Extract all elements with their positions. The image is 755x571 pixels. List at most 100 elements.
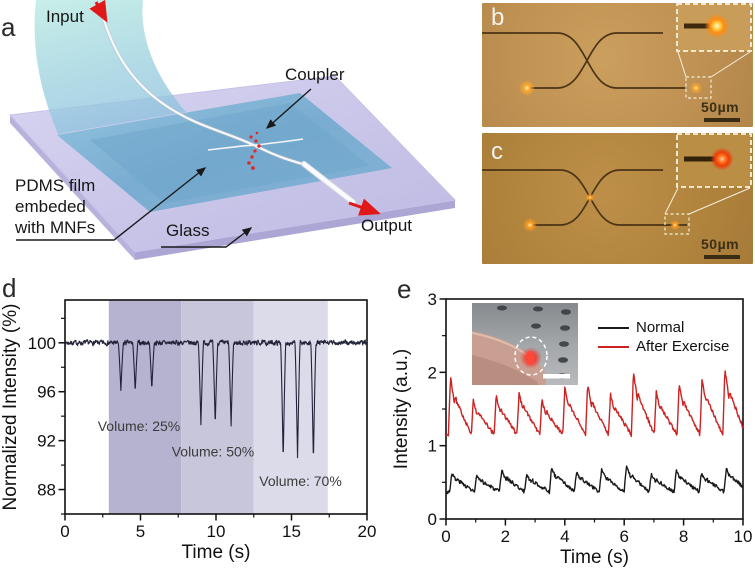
x-tick-label: 10	[207, 522, 226, 541]
pulse-trace-after-exercise	[445, 370, 744, 438]
panel-b-letter: b	[491, 4, 505, 31]
x-tick-label: 8	[679, 527, 688, 546]
fiber-curve-2	[527, 32, 663, 89]
fiber-tip-glow	[704, 13, 730, 39]
glass-label: Glass	[166, 221, 210, 240]
coupling-point-glow	[585, 193, 595, 202]
zoom-connector-left	[664, 187, 679, 215]
y-tick-label: 3	[428, 290, 437, 309]
x-tick-label: 6	[619, 527, 628, 546]
inset-scale-bar	[543, 374, 570, 379]
scale-bar-c	[704, 255, 740, 259]
finger-lower	[472, 355, 539, 385]
pdms-label-line3: with MNFs	[15, 218, 96, 237]
y-axis-label: Normalized Intensity (%)	[0, 304, 21, 511]
legend-entry-after-exercise: After Exercise	[598, 338, 729, 355]
pdms-label-line1: PDMS film	[15, 176, 96, 195]
fiber-glow-left	[523, 218, 537, 232]
y-tick-label: 92	[37, 432, 56, 451]
x-axis-label: Time (s)	[560, 547, 629, 568]
fiber-glow-right	[670, 220, 680, 230]
panel-d: 0 5 10 15 20 88 92 96 100 Time (s) Normalized Inte…	[0, 270, 390, 571]
x-tick-label: 10	[734, 527, 753, 546]
y-tick-label: 88	[37, 481, 56, 500]
legend-entry-normal: Normal	[598, 319, 684, 336]
fiber-glow-left	[519, 80, 535, 96]
pulse-trace-normal	[445, 465, 744, 495]
film-curl	[34, 0, 187, 134]
pdms-label-line2: embeded	[15, 197, 86, 216]
volume-annotation: Volume: 50%	[172, 444, 255, 460]
fiber-curve-1	[482, 32, 685, 89]
sensor-red-core	[525, 351, 535, 365]
volume-annotation: Volume: 70%	[259, 473, 342, 489]
x-tick-label: 4	[560, 527, 569, 546]
panel-a-letter: a	[1, 12, 16, 42]
x-tick-label: 5	[136, 522, 145, 541]
zoom-source-box	[664, 213, 690, 235]
y-tick-label: 96	[37, 383, 56, 402]
pdms-leader-arrow	[16, 167, 207, 241]
finger-photo	[471, 303, 578, 385]
x-axis-label: Time (s)	[182, 542, 251, 563]
fiber-curve-1	[482, 169, 687, 226]
coupler-scatter-dots	[247, 131, 261, 170]
micrograph-b	[482, 3, 752, 99]
legend-line-after-exercise	[598, 345, 629, 348]
panel-e-letter: e	[397, 274, 412, 304]
x-tick-label: 15	[282, 522, 301, 541]
device-schematic	[8, 0, 457, 260]
fiber-curve-2	[530, 169, 663, 226]
fiber-glow-right	[690, 82, 702, 94]
pdms-film	[57, 93, 392, 212]
panel-c-letter: c	[491, 138, 503, 165]
volume-response-chart: 0 5 10 15 20 88 92 96 100 Time (s) Normalized Inte…	[0, 299, 377, 563]
y-tick-label: 100	[28, 334, 56, 353]
panel-d-letter: d	[2, 273, 17, 303]
y-axis-label: Intensity (a.u.)	[391, 349, 412, 469]
panel-e: 0 2 4 6 8 10 0 1 2 3 Time (s) Intensity (a.u.) e No…	[390, 270, 755, 571]
x-tick-label: 0	[441, 527, 450, 546]
glass-leader-arrow	[161, 227, 253, 248]
pdms-label: PDMS film embeded with MNFs	[15, 175, 95, 238]
scale-bar-label-c: 50µm	[701, 236, 740, 252]
y-tick-label: 0	[428, 510, 437, 529]
input-arrow	[89, 0, 108, 23]
inset-photo-finger	[471, 303, 578, 385]
glass-side-left	[10, 115, 135, 260]
volume-annotation: Volume: 25%	[98, 418, 181, 434]
y-tick-label: 2	[428, 363, 437, 382]
zoom-source-box	[685, 76, 712, 99]
x-tick-label: 2	[501, 527, 510, 546]
shaded-region	[181, 300, 254, 514]
fiber-tip-glow	[710, 147, 734, 171]
input-fiber	[99, 9, 307, 167]
y-tick-label: 1	[428, 437, 437, 456]
coupler-leader-arrow	[265, 88, 312, 129]
coupler-fiber	[207, 138, 304, 151]
legend-label-after-exercise: After Exercise	[636, 338, 730, 355]
pulse-waveform-chart: 0 2 4 6 8 10 0 1 2 3 Time (s) Intensity (a.u.)	[391, 290, 753, 568]
panel-a: a Input Coupler PDMS film embeded with M…	[0, 0, 480, 268]
output-label: Output	[361, 216, 413, 235]
intensity-trace	[64, 339, 368, 459]
pdms-film-shadow	[90, 103, 370, 203]
legend-label-normal: Normal	[636, 319, 685, 336]
sensor-dashed-circle	[514, 336, 548, 376]
panel-c: c 50µm	[482, 133, 753, 264]
legend-line-normal	[598, 326, 629, 329]
zoom-connector-right	[688, 187, 751, 215]
panel-b: b 50µm	[482, 3, 753, 127]
output-fiber	[302, 162, 355, 204]
zoom-connector-left	[677, 51, 687, 78]
output-arrow	[348, 198, 381, 216]
scale-bar-b	[704, 118, 740, 122]
coupler-label: Coupler	[285, 65, 345, 84]
x-tick-label: 0	[60, 522, 69, 541]
x-tick-label: 20	[358, 522, 377, 541]
input-label: Input	[46, 7, 84, 26]
micrograph-c	[482, 133, 752, 235]
inset-magnified-tip	[676, 133, 752, 188]
shaded-region	[253, 300, 328, 514]
